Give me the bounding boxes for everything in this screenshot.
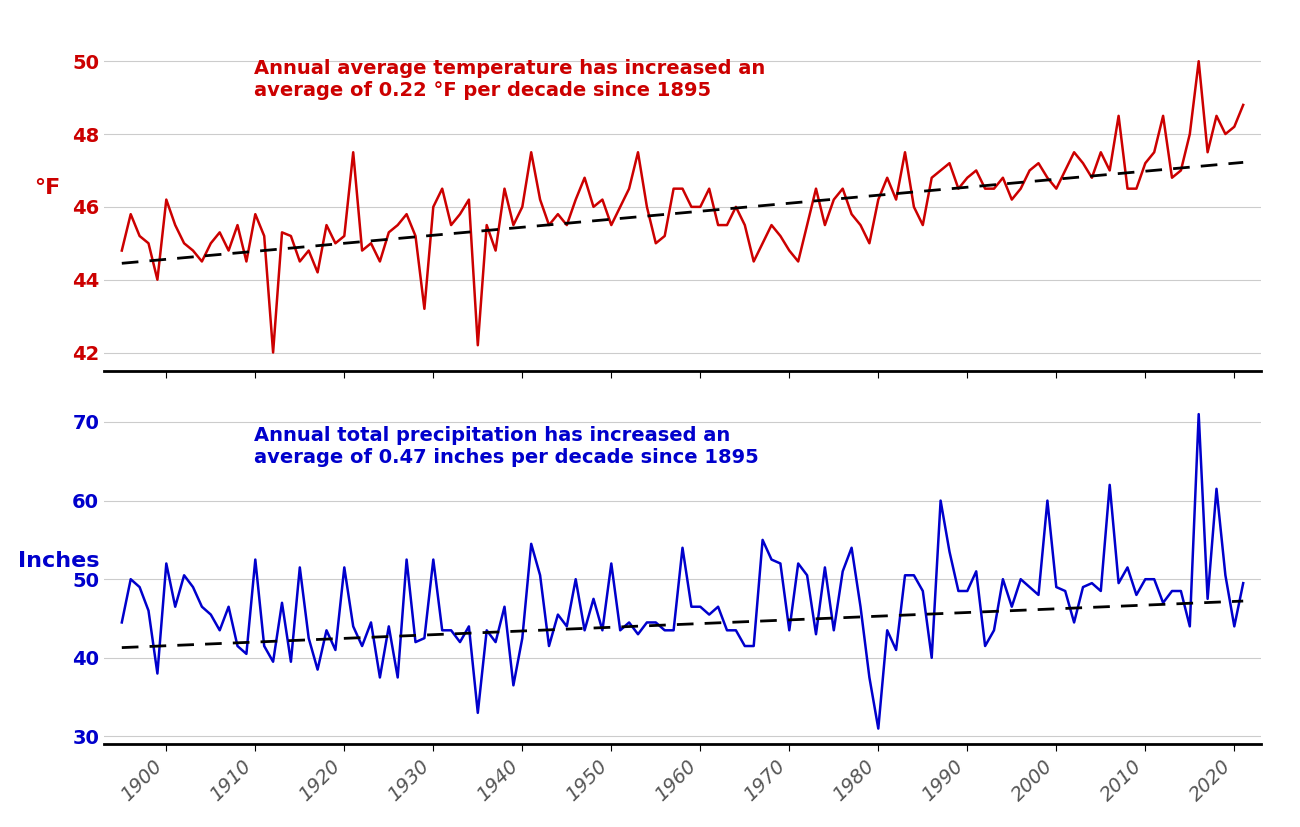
Text: Annual average temperature has increased an
average of 0.22 °F per decade since : Annual average temperature has increased…: [255, 60, 766, 100]
Y-axis label: Inches: Inches: [17, 552, 99, 571]
Y-axis label: °F: °F: [34, 178, 60, 198]
Text: Annual total precipitation has increased an
average of 0.47 inches per decade si: Annual total precipitation has increased…: [255, 426, 759, 467]
